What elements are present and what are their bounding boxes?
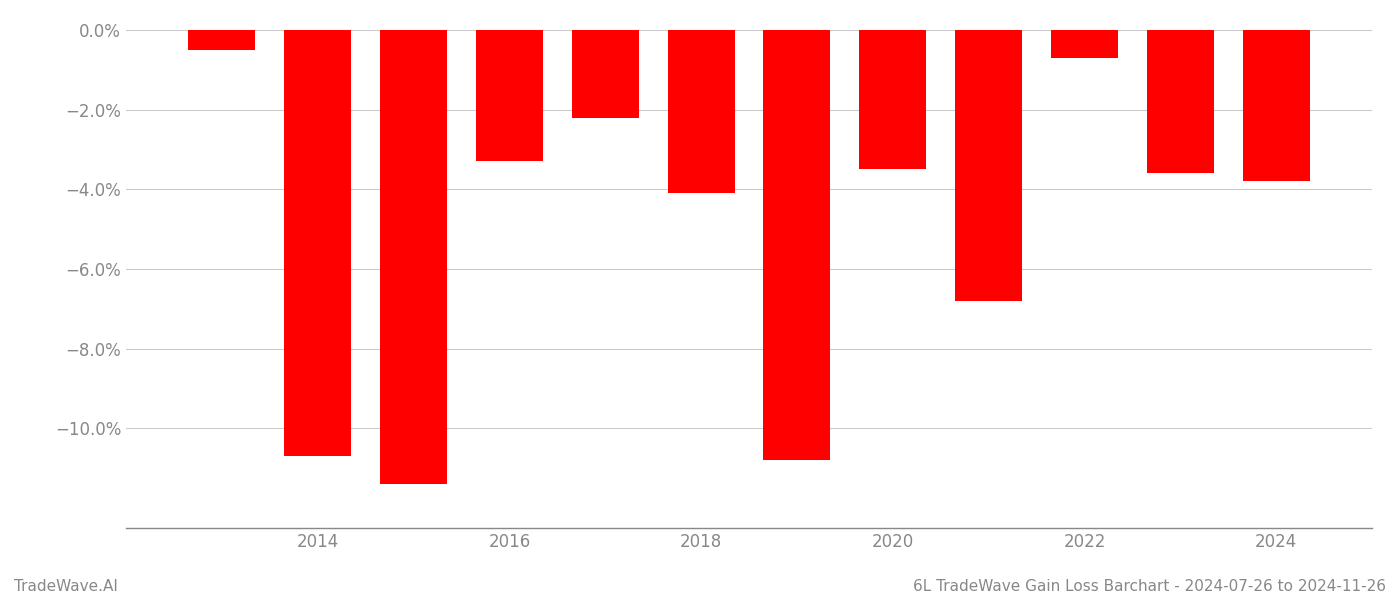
Bar xyxy=(476,30,543,161)
Bar xyxy=(763,30,830,460)
Text: 6L TradeWave Gain Loss Barchart - 2024-07-26 to 2024-11-26: 6L TradeWave Gain Loss Barchart - 2024-0… xyxy=(913,579,1386,594)
Text: TradeWave.AI: TradeWave.AI xyxy=(14,579,118,594)
Bar xyxy=(1147,30,1214,173)
Bar xyxy=(955,30,1022,301)
Bar xyxy=(668,30,735,193)
Bar xyxy=(284,30,351,456)
Bar xyxy=(379,30,447,484)
Bar xyxy=(189,30,255,50)
Bar xyxy=(1051,30,1119,58)
Bar xyxy=(1243,30,1310,181)
Bar xyxy=(860,30,927,169)
Bar xyxy=(571,30,638,118)
